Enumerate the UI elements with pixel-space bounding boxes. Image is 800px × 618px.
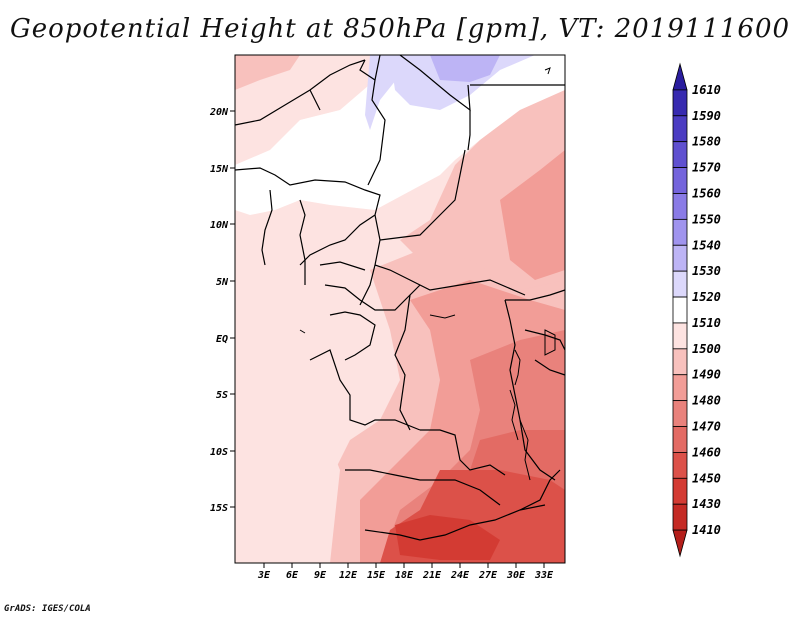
colorbar-bin (672, 426, 688, 453)
map-frame (234, 54, 566, 564)
colorbar-label: 1610 (692, 83, 721, 97)
colorbar-label: 1460 (692, 445, 721, 459)
lat-label-eq: EQ (216, 334, 228, 345)
colorbar-bin (672, 270, 688, 298)
colorbar-bin (672, 244, 688, 272)
lat-label-10n: 10N (210, 220, 229, 231)
colorbar: 1610 1590 1580 1570 1560 1550 1540 1530 1520 1510… (672, 62, 721, 558)
lat-label-5s: 5S (216, 390, 228, 401)
lon-label-30e: 30E (506, 570, 526, 581)
lakes (299, 67, 556, 481)
colorbar-label: 1410 (692, 523, 721, 537)
colorbar-bin (672, 115, 688, 143)
lat-label-15n: 15N (210, 164, 229, 175)
lon-label-18e: 18E (395, 570, 414, 581)
lon-label-33e: 33E (534, 570, 554, 581)
colorbar-bin (672, 141, 688, 168)
colorbar-bin (672, 218, 688, 246)
lon-label-6e: 6E (286, 570, 299, 581)
colorbar-label: 1560 (692, 186, 721, 200)
lon-axis (263, 563, 545, 568)
lon-label-24e: 24E (450, 570, 470, 581)
colorbar-bin (672, 529, 688, 558)
colorbar-bin (672, 62, 688, 91)
colorbar-label: 1580 (692, 135, 721, 149)
colorbar-label: 1520 (692, 290, 721, 304)
grads-credit: GrADS: IGES/COLA (4, 604, 91, 614)
colorbar-bin (672, 400, 688, 427)
colorbar-label: 1480 (692, 394, 721, 408)
lat-label-15s: 15S (210, 503, 228, 514)
colorbar-label: 1470 (692, 420, 721, 434)
colorbar-label: 1590 (692, 109, 721, 123)
lon-label-21e: 21E (422, 570, 442, 581)
map-title: Geopotential Height at 850hPa [gpm], VT:… (9, 14, 791, 44)
lon-label-12e: 12E (339, 570, 358, 581)
colorbar-bin (672, 374, 688, 402)
lat-label-10s: 10S (210, 447, 228, 458)
colorbar-label: 1540 (692, 238, 721, 252)
colorbar-label: 1510 (692, 316, 721, 330)
colorbar-label: 1430 (692, 497, 721, 511)
lon-label-27e: 27E (478, 570, 498, 581)
colorbar-bin (672, 503, 688, 531)
colorbar-bin (672, 452, 688, 479)
colorbar-bin (672, 167, 688, 194)
colorbar-bin (672, 296, 688, 324)
lon-label-3e: 3E (257, 570, 271, 581)
colorbar-bin (672, 89, 688, 117)
colorbar-bin (672, 477, 688, 505)
colorbar-label: 1490 (692, 368, 721, 382)
colorbar-label: 1550 (692, 212, 721, 226)
country-borders (234, 54, 566, 541)
lon-label-9e: 9E (314, 570, 327, 581)
colorbar-label: 1570 (692, 161, 721, 175)
colorbar-bin (672, 348, 688, 376)
colorbar-label: 1450 (692, 471, 721, 485)
colorbar-label: 1500 (692, 342, 721, 356)
colorbar-bin (672, 193, 688, 220)
lon-label-15e: 15E (367, 570, 386, 581)
lat-label-5n: 5N (216, 277, 229, 288)
colorbar-bin (672, 322, 688, 350)
lat-label-20n: 20N (209, 107, 229, 118)
lat-axis (230, 110, 235, 508)
height-field (235, 55, 565, 563)
colorbar-label: 1530 (692, 264, 721, 278)
